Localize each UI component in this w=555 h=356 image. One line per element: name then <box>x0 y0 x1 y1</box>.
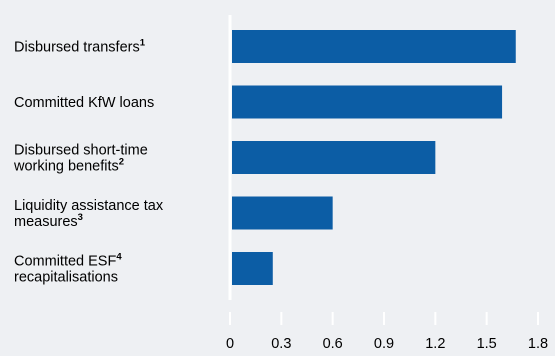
x-tick-label-3: 0.9 <box>374 336 394 352</box>
category-label-2: Disbursed short-time working benefits2 <box>13 143 148 175</box>
category-label-0: Disbursed transfers1 <box>14 38 146 56</box>
bars-group <box>232 30 516 285</box>
x-tick-label-4: 1.2 <box>425 336 445 352</box>
category-label-3: Liquidity assistance tax measures3 <box>14 198 164 230</box>
bar-1 <box>232 85 503 119</box>
x-tick-label-6: 1.8 <box>528 336 548 352</box>
bar-3 <box>232 196 333 230</box>
bar-2 <box>232 141 436 174</box>
category-label-4: Committed ESF4 recapitalisations <box>14 252 122 286</box>
x-axis-ticks-group: 0 0.3 0.6 0.9 1.2 1.5 1.8 <box>226 312 548 352</box>
x-tick-label-2: 0.6 <box>323 336 343 352</box>
x-tick-label-5: 1.5 <box>477 336 497 352</box>
category-labels-group: Disbursed transfers1 Committed KfW loans D… <box>13 38 164 286</box>
x-tick-label-1: 0.3 <box>271 336 291 352</box>
category-label-1: Committed KfW loans <box>14 95 154 111</box>
bar-4 <box>232 252 273 285</box>
x-tick-label-0: 0 <box>226 336 234 352</box>
bar-0 <box>232 30 516 63</box>
